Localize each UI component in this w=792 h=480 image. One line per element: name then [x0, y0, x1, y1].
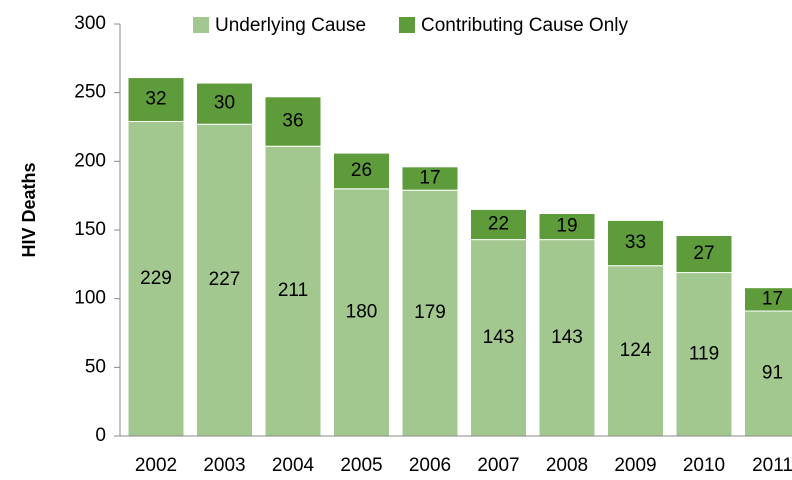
bar-segment: [127, 77, 185, 123]
data-label: 33: [625, 232, 646, 253]
bar-segment: [333, 152, 390, 190]
y-tick-label: 150: [74, 219, 106, 240]
x-tick-label: 2007: [477, 455, 519, 476]
data-label: 119: [689, 343, 719, 364]
x-tick-label: 2005: [340, 455, 382, 476]
data-label: 211: [278, 280, 308, 301]
bar-segment: [127, 121, 185, 437]
x-tick-label: 2010: [683, 455, 725, 476]
data-label: 229: [140, 268, 172, 289]
data-label: 91: [762, 363, 783, 384]
data-label: 17: [419, 168, 440, 189]
data-label: 26: [351, 160, 372, 181]
bar-segment: [675, 234, 733, 274]
data-label: 124: [620, 340, 652, 361]
legend-label: Contributing Cause Only: [421, 15, 628, 36]
x-tick-label: 2003: [203, 455, 245, 476]
bar-segment: [607, 219, 664, 267]
y-tick-label: 200: [74, 150, 106, 171]
bar-segment: [264, 145, 322, 437]
bar-segment: [264, 96, 322, 147]
legend-swatch: [193, 17, 209, 33]
bar-segment: [196, 82, 253, 125]
data-label: 179: [414, 302, 446, 323]
x-tick-label: 2008: [546, 455, 588, 476]
x-tick-label: 2002: [135, 455, 177, 476]
data-label: 19: [556, 216, 577, 237]
x-tick-label: 2004: [272, 455, 315, 476]
bar-segment: [538, 213, 596, 241]
bar-segment: [470, 239, 527, 437]
bar-segment: [744, 287, 792, 312]
x-tick-label: 2009: [614, 455, 656, 476]
bar-segment: [401, 166, 459, 191]
data-label: 22: [488, 214, 509, 235]
data-label: 27: [693, 243, 714, 264]
y-tick-label: 50: [85, 356, 106, 377]
y-tick-label: 100: [74, 288, 106, 309]
bar-segment: [744, 310, 792, 437]
data-label: 143: [483, 327, 515, 348]
x-tick-label: 2011: [752, 455, 792, 476]
legend-label: Underlying Cause: [215, 15, 366, 36]
bar-segment: [675, 272, 733, 437]
data-label: 143: [551, 327, 583, 348]
bar-segment: [470, 208, 527, 241]
y-tick-label: 250: [74, 82, 106, 103]
bar-segment: [196, 123, 253, 437]
bar-segment: [538, 239, 596, 437]
y-tick-label: 300: [74, 13, 106, 34]
x-tick-label: 2006: [409, 455, 451, 476]
data-label: 30: [214, 93, 235, 114]
data-label: 36: [282, 111, 303, 132]
data-label: 32: [145, 89, 166, 110]
data-label: 227: [209, 269, 241, 290]
y-tick-label: 0: [95, 425, 106, 446]
y-axis-label: HIV Deaths: [19, 162, 39, 257]
legend-swatch: [399, 17, 415, 33]
data-label: 17: [762, 288, 783, 309]
data-label: 180: [346, 301, 378, 322]
